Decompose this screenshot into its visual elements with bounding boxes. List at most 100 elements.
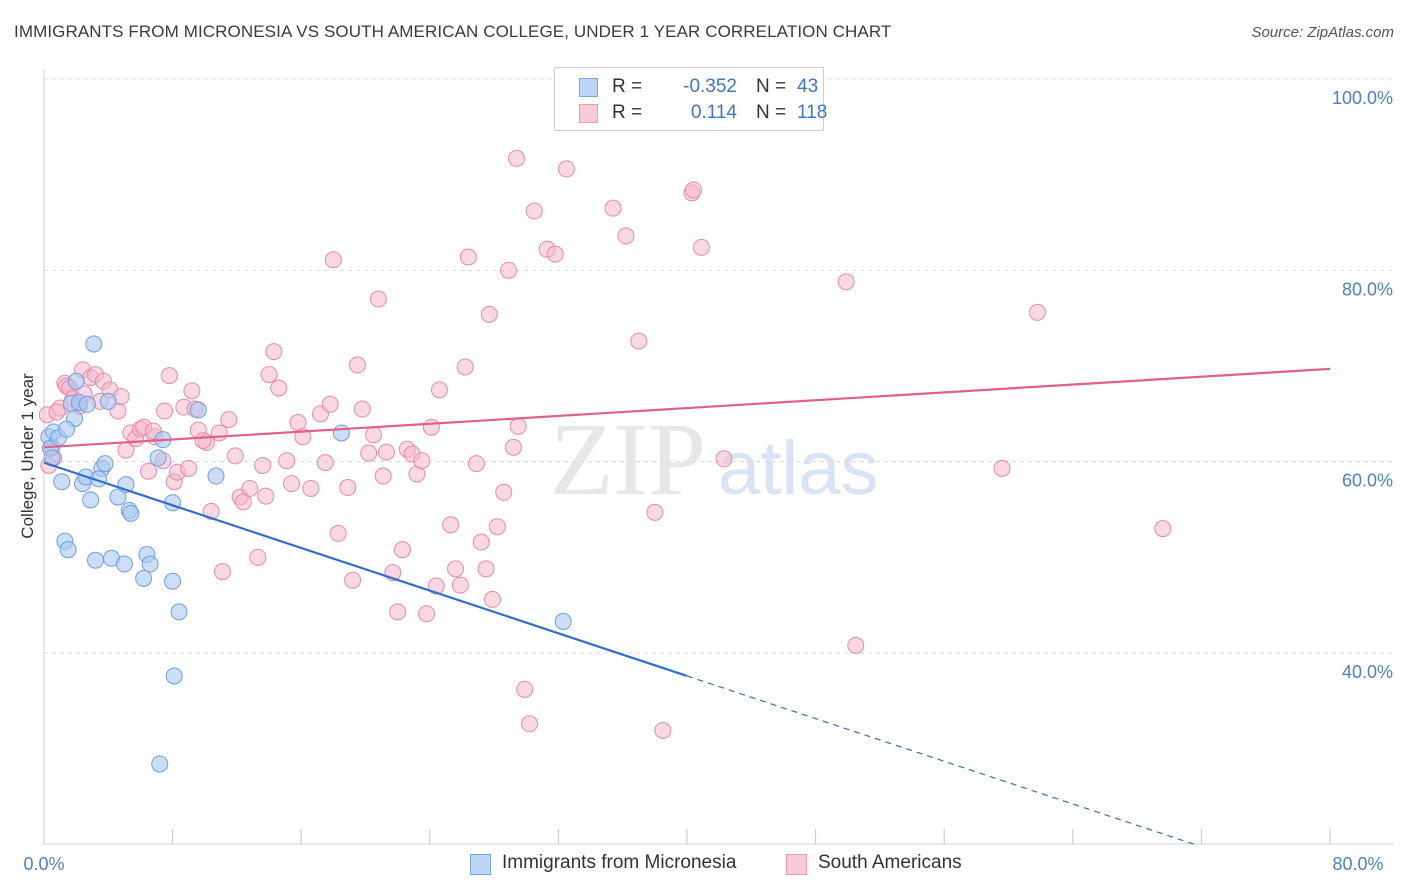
legend-r-label: R =: [612, 76, 643, 97]
data-point-south-americans: [321, 395, 339, 413]
data-point-micronesia: [96, 455, 114, 473]
legend-r-value: 0.114: [690, 102, 737, 123]
data-point-micronesia: [58, 420, 76, 438]
data-point-south-americans: [194, 432, 212, 450]
legend-label: Immigrants from Micronesia: [502, 852, 737, 873]
data-point-south-americans: [500, 261, 518, 279]
data-point-south-americans: [374, 467, 392, 485]
data-point-micronesia: [165, 667, 183, 685]
data-point-south-americans: [447, 560, 465, 578]
data-point-micronesia: [151, 755, 169, 773]
y-tick-label: 100.0%: [1332, 88, 1393, 108]
data-point-south-americans: [837, 273, 855, 291]
data-point-south-americans: [329, 524, 347, 542]
y-tick-labels: 40.0% 60.0% 80.0% 100.0%: [1332, 88, 1393, 682]
data-point-south-americans: [348, 356, 366, 374]
data-point-micronesia: [67, 372, 85, 390]
data-point-south-americans: [210, 424, 228, 442]
legend-n-label: N =: [756, 76, 787, 97]
data-point-south-americans: [546, 245, 564, 263]
legend-r-value: -0.352: [683, 76, 737, 97]
data-point-south-americans: [160, 367, 178, 385]
trend-line-micronesia: [43, 461, 688, 678]
data-point-micronesia: [53, 473, 71, 491]
data-point-south-americans: [260, 366, 278, 384]
data-point-south-americans: [213, 563, 231, 581]
data-point-south-americans: [249, 548, 267, 566]
watermark-zip: ZIP: [550, 402, 706, 517]
data-point-south-americans: [495, 483, 513, 501]
trend-line-south-americans: [43, 367, 1331, 449]
legend-item-south-americans[interactable]: South Americans: [786, 852, 986, 878]
data-point-micronesia: [332, 424, 350, 442]
data-point-south-americans: [365, 426, 383, 444]
data-point-south-americans: [520, 715, 538, 733]
data-point-south-americans: [418, 605, 436, 623]
data-point-south-americans: [684, 181, 702, 199]
data-point-south-americans: [302, 479, 320, 497]
data-point-south-americans: [472, 533, 490, 551]
data-point-south-americans: [393, 541, 411, 559]
data-point-micronesia: [86, 551, 104, 569]
data-point-micronesia: [99, 392, 117, 410]
data-point-south-americans: [339, 478, 357, 496]
data-point-micronesia: [78, 395, 96, 413]
data-point-south-americans: [430, 381, 448, 399]
data-point-micronesia: [82, 491, 100, 509]
legend-n-value: 118: [797, 102, 828, 123]
data-point-south-americans: [183, 382, 201, 400]
data-point-south-americans: [422, 418, 440, 436]
correlation-legend: R = -0.352 N = 43 R = 0.114 N = 118: [554, 67, 828, 131]
data-point-south-americans: [451, 576, 469, 594]
data-point-south-americans: [508, 149, 526, 167]
data-point-south-americans: [369, 290, 387, 308]
data-point-south-americans: [488, 518, 506, 536]
data-point-south-americans: [483, 590, 501, 608]
data-point-micronesia: [109, 488, 127, 506]
data-point-south-americans: [509, 417, 527, 435]
data-point-south-americans: [360, 444, 378, 462]
data-point-south-americans: [692, 238, 710, 256]
grid-lines: [44, 78, 1394, 654]
data-point-south-americans: [389, 603, 407, 621]
data-point-south-americans: [456, 358, 474, 376]
data-point-south-americans: [467, 455, 485, 473]
data-point-south-americans: [353, 400, 371, 418]
data-point-south-americans: [516, 680, 534, 698]
data-point-south-americans: [278, 452, 296, 470]
legend-r-label: R =: [612, 102, 643, 123]
data-point-micronesia: [170, 603, 188, 621]
x-tick-labels: 0.0% 80.0%: [23, 854, 1383, 874]
x-tick-label: 0.0%: [23, 854, 64, 874]
data-point-south-americans: [324, 251, 342, 269]
data-point-south-americans: [241, 479, 259, 497]
legend-item-micronesia[interactable]: Immigrants from Micronesia: [470, 852, 770, 878]
blue-swatch: [579, 78, 598, 97]
data-point-micronesia: [141, 555, 159, 573]
data-point-south-americans: [557, 160, 575, 178]
watermark-atlas: atlas: [718, 426, 879, 511]
data-point-south-americans: [1028, 303, 1046, 321]
data-point-south-americans: [180, 459, 198, 477]
legend-n-value: 43: [797, 76, 819, 97]
y-tick-label: 40.0%: [1342, 662, 1393, 682]
data-point-south-americans: [139, 462, 157, 480]
trend-line-micronesia-extrapolated: [686, 675, 1194, 845]
data-point-south-americans: [477, 560, 495, 578]
data-point-south-americans: [604, 199, 622, 217]
y-tick-label: 60.0%: [1342, 471, 1393, 491]
legend-label: South Americans: [818, 852, 962, 873]
data-point-south-americans: [377, 443, 395, 461]
pink-swatch: [786, 854, 807, 875]
data-point-south-americans: [442, 516, 460, 534]
data-point-micronesia: [164, 572, 182, 590]
micronesia-points: [40, 335, 572, 773]
data-point-micronesia: [85, 335, 103, 353]
data-point-south-americans: [226, 447, 244, 465]
x-tick-label: 80.0%: [1332, 854, 1383, 874]
data-point-south-americans: [344, 571, 362, 589]
data-point-south-americans: [1154, 520, 1172, 538]
data-point-south-americans: [289, 413, 307, 431]
legend-n-label: N =: [756, 102, 787, 123]
